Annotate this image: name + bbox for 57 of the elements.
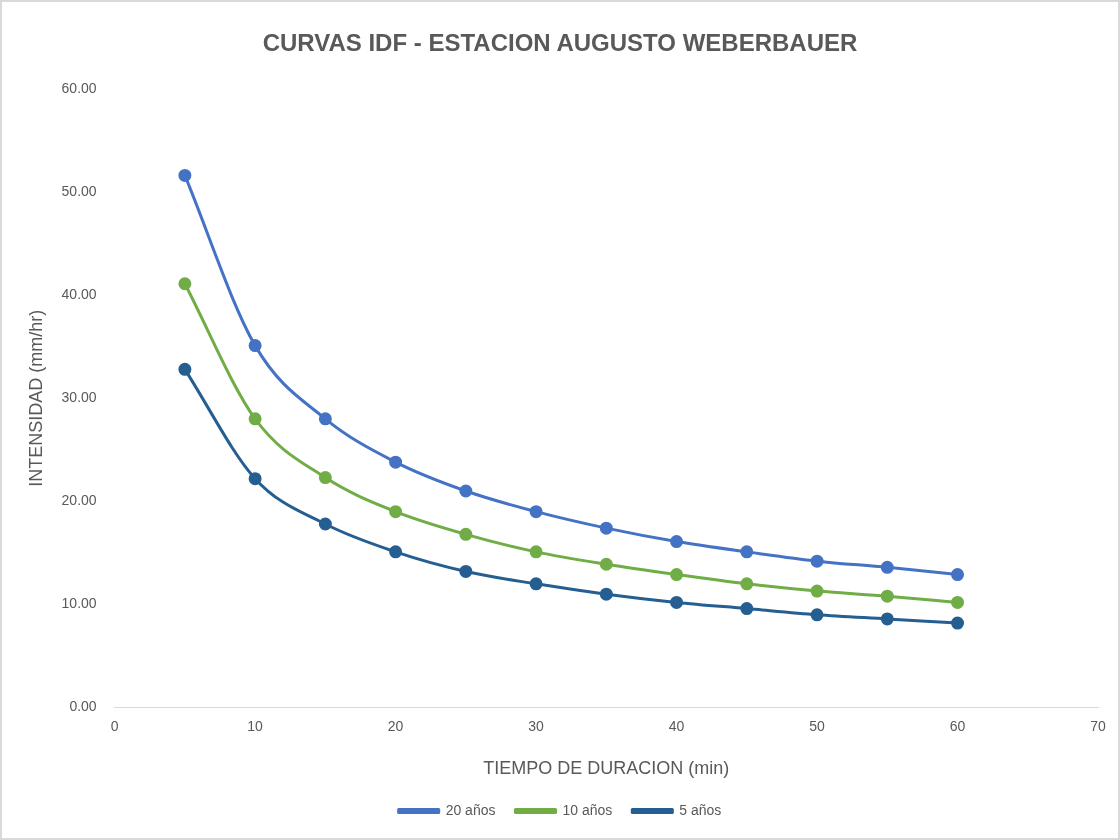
point xyxy=(178,362,192,376)
legend-label: 20 años xyxy=(445,801,496,818)
x-axis-title: TIEMPO DE DURACION (min) xyxy=(483,758,730,779)
x-tick-label: 10 xyxy=(247,717,264,734)
y-tick-label: 60.00 xyxy=(61,79,97,96)
y-tick-label: 30.00 xyxy=(61,389,97,406)
point xyxy=(178,168,192,182)
point xyxy=(810,584,824,598)
point xyxy=(248,339,262,353)
y-axis-title: INTENSIDAD (mm/hr) xyxy=(25,309,46,487)
point xyxy=(599,521,613,535)
x-tick-label: 50 xyxy=(809,717,826,734)
point xyxy=(740,545,754,559)
x-tick-label: 70 xyxy=(1090,717,1106,734)
point xyxy=(951,568,965,582)
point xyxy=(389,455,403,469)
point xyxy=(318,412,332,426)
point xyxy=(740,602,754,616)
x-tick-label: 60 xyxy=(949,717,966,734)
point xyxy=(670,535,684,549)
point xyxy=(529,577,543,591)
y-tick-label: 40.00 xyxy=(61,285,97,302)
x-tick-label: 30 xyxy=(528,717,545,734)
point xyxy=(880,589,894,603)
point xyxy=(670,595,684,609)
point xyxy=(810,554,824,568)
point xyxy=(951,595,965,609)
legend-label: 10 años xyxy=(562,801,613,818)
point xyxy=(178,277,192,291)
point xyxy=(459,484,473,498)
y-tick-label: 20.00 xyxy=(61,492,97,509)
y-tick-label: 10.00 xyxy=(61,595,97,612)
point xyxy=(389,505,403,519)
x-tick-label: 20 xyxy=(387,717,404,734)
x-tick-label: 0 xyxy=(110,717,119,734)
y-tick-label: 50.00 xyxy=(61,182,97,199)
point xyxy=(670,568,684,582)
point xyxy=(248,412,262,426)
point xyxy=(880,612,894,626)
point xyxy=(529,505,543,519)
point xyxy=(459,527,473,541)
point xyxy=(951,616,965,630)
chart-title: CURVAS IDF - ESTACION AUGUSTO WEBERBAUER xyxy=(262,29,858,57)
point xyxy=(318,471,332,485)
legend-label: 5 años xyxy=(679,801,722,818)
x-tick-label: 40 xyxy=(668,717,685,734)
point xyxy=(248,472,262,486)
point xyxy=(529,545,543,559)
point xyxy=(459,564,473,578)
point xyxy=(318,517,332,531)
point xyxy=(740,577,754,591)
point xyxy=(810,608,824,622)
point xyxy=(599,587,613,601)
point xyxy=(389,545,403,559)
point xyxy=(880,560,894,574)
y-tick-label: 0.00 xyxy=(69,698,97,715)
point xyxy=(599,557,613,571)
